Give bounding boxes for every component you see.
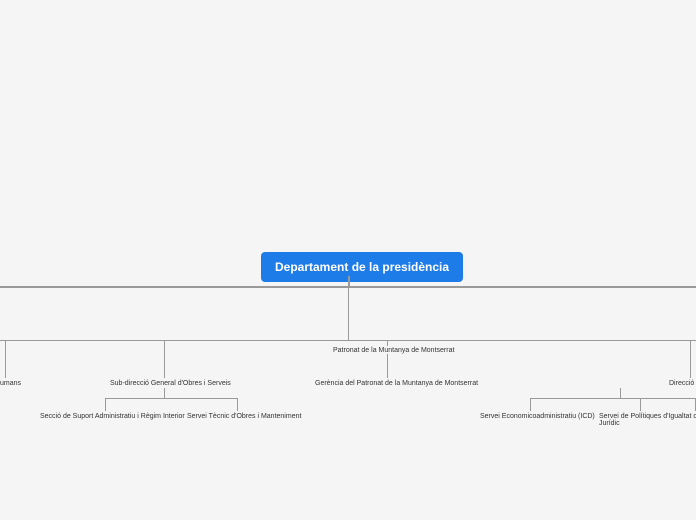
connector-direccio-horizontal bbox=[530, 398, 696, 399]
connector-servei-tecnic bbox=[237, 398, 238, 411]
connector-l2-horizontal bbox=[0, 340, 696, 341]
connector-l2-gerencia-from-patronat bbox=[387, 354, 388, 378]
connector-direccio-down bbox=[620, 388, 621, 398]
node-subdir: Sub-direcció General d'Obres i Serveis bbox=[110, 380, 231, 387]
node-servei-econ: Servei Economicoadministratiu (ICD) bbox=[480, 413, 595, 420]
connector-seccio bbox=[105, 398, 106, 411]
connector-l2-patronat bbox=[387, 340, 388, 346]
node-gerencia: Gerència del Patronat de la Muntanya de … bbox=[315, 380, 478, 387]
node-servei-tecnic: Servei Tècnic d'Obres i Manteniment bbox=[187, 413, 301, 420]
connector-subdir-horizontal bbox=[105, 398, 238, 399]
connector-servei-pol bbox=[640, 398, 641, 411]
connector-subdir-down bbox=[164, 388, 165, 398]
connector-root-down bbox=[348, 276, 350, 286]
connector-l2-humans bbox=[5, 340, 6, 378]
node-patronat: Patronat de la Muntanya de Montserrat bbox=[333, 347, 454, 354]
root-node: Departament de la presidència bbox=[261, 252, 463, 282]
connector-l2-direccio bbox=[690, 340, 691, 378]
node-humans: umans bbox=[0, 380, 21, 387]
node-juridic: Jurídic bbox=[599, 420, 620, 427]
connector-l2-subdir bbox=[164, 340, 165, 378]
node-seccio: Secció de Suport Administratiu i Règim I… bbox=[40, 413, 185, 420]
connector-main-to-l2 bbox=[348, 288, 349, 340]
connector-servei-econ bbox=[530, 398, 531, 411]
node-direccio: Direcció I bbox=[669, 380, 696, 387]
node-servei-pol: Servei de Polítiques d'Igualtat de G bbox=[599, 413, 696, 420]
